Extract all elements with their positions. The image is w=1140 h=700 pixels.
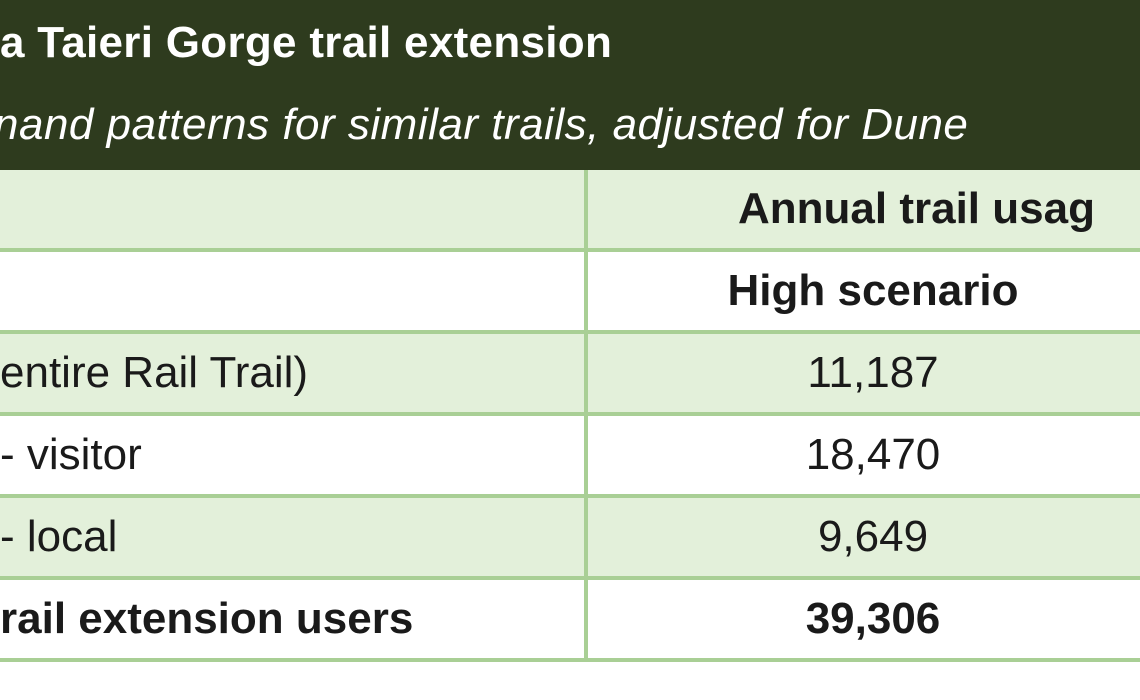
table-title: a Taieri Gorge trail extension — [0, 18, 613, 67]
annual-usage-header: Annual trail usag — [584, 170, 1140, 252]
row-label: - local — [0, 494, 588, 580]
row-value: 9,649 — [584, 494, 1140, 580]
scenario-header-row: High scenario — [0, 248, 1140, 334]
column-group-header-row: Annual trail usag — [0, 170, 1140, 252]
table-subtitle: nand patterns for similar trails, adjust… — [0, 100, 969, 149]
total-label: rail extension users — [0, 576, 588, 662]
total-row: rail extension users 39,306 — [0, 576, 1140, 662]
table-row: entire Rail Trail) 11,187 — [0, 330, 1140, 416]
row-value: 11,187 — [584, 330, 1140, 416]
table-title-banner: a Taieri Gorge trail extension nand patt… — [0, 0, 1140, 170]
empty-header-cell — [0, 170, 588, 252]
total-value: 39,306 — [584, 576, 1140, 662]
row-value: 18,470 — [584, 412, 1140, 498]
table-row: - visitor 18,470 — [0, 412, 1140, 498]
table-row: - local 9,649 — [0, 494, 1140, 580]
high-scenario-header: High scenario — [584, 248, 1140, 334]
empty-scenario-cell — [0, 248, 588, 334]
trail-usage-table: Annual trail usag High scenario entire R… — [0, 170, 1140, 662]
row-label: - visitor — [0, 412, 588, 498]
row-label: entire Rail Trail) — [0, 330, 588, 416]
